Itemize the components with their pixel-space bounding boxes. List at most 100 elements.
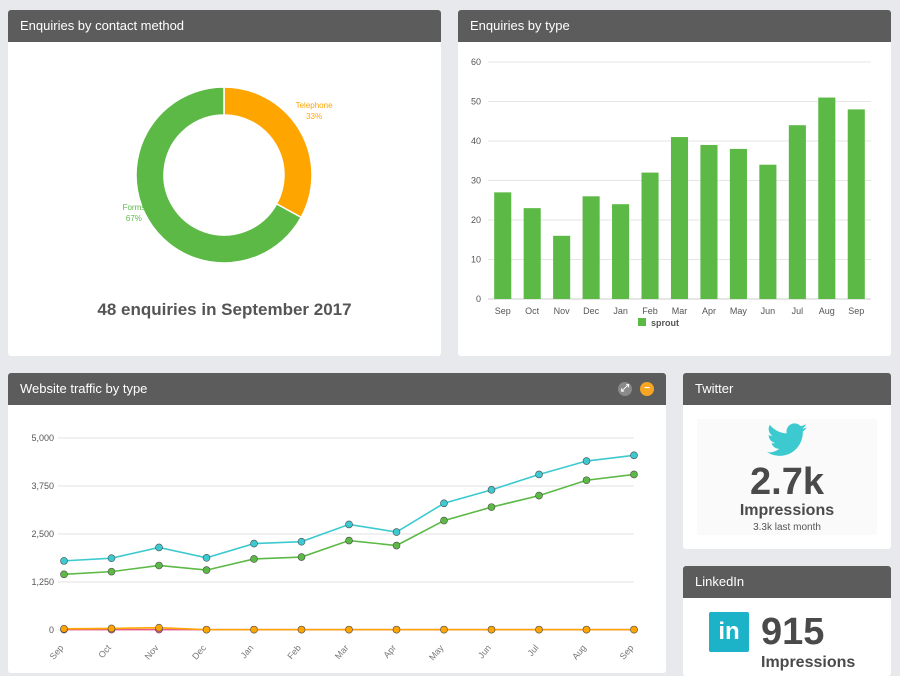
line-y-tick-label: 5,000 (31, 433, 54, 443)
line-point[interactable] (250, 625, 258, 634)
line-point[interactable] (297, 553, 306, 561)
twitter-panel: Twitter 2.7k Impressions 3.3k last month (683, 373, 891, 549)
line-point[interactable] (297, 537, 306, 546)
donut-label-telephone: Telephone (296, 101, 333, 110)
line-y-tick-label: 1,250 (31, 577, 54, 587)
line-point[interactable] (487, 486, 496, 494)
line-point[interactable] (202, 554, 211, 562)
bar-3[interactable] (582, 196, 600, 299)
line-x-tick-label: Jul (525, 643, 540, 658)
line-point[interactable] (582, 625, 591, 634)
donut-percent-forms: 67% (126, 214, 142, 223)
bar-y-tick-label: 30 (471, 176, 481, 186)
bar-10[interactable] (788, 125, 806, 299)
line-point[interactable] (345, 536, 353, 545)
line-point[interactable] (535, 625, 543, 634)
line-point[interactable] (392, 528, 401, 536)
line-point[interactable] (440, 499, 448, 508)
line-point[interactable] (487, 503, 496, 511)
website-traffic-panel-header: Website traffic by type ⤢ − (8, 373, 666, 405)
line-point[interactable] (107, 554, 116, 562)
bar-x-tick-label: Mar (672, 306, 688, 316)
bar-6[interactable] (670, 137, 689, 299)
contact-method-panel-body: Telephone 33% Forms 67% 48 enquiries in Sep… (8, 42, 441, 356)
minimize-icon[interactable]: − (640, 382, 654, 396)
line-point[interactable] (582, 476, 591, 485)
line-x-tick-label: Sep (48, 643, 66, 662)
line-point[interactable] (60, 625, 68, 633)
line-point[interactable] (155, 543, 163, 552)
line-point[interactable] (155, 561, 163, 570)
line-point[interactable] (60, 570, 68, 579)
linkedin-impressions-value: 915 (761, 611, 825, 653)
bar-11[interactable] (818, 97, 836, 299)
line-point[interactable] (155, 623, 163, 632)
line-point[interactable] (535, 491, 543, 500)
line-chart: 0 1,250 2,500 3,750 5,000 Sep Oct Nov Dec Jan Feb M… (31, 433, 638, 662)
twitter-bird-icon (697, 423, 877, 462)
line-point[interactable] (60, 557, 68, 565)
line-point[interactable] (630, 470, 638, 479)
donut-chart: Telephone 33% Forms 67% (123, 86, 333, 264)
line-point[interactable] (107, 567, 116, 576)
bar-x-tick-label: Jan (613, 306, 628, 316)
twitter-last-month: 3.3k last month (753, 522, 821, 533)
line-point[interactable] (250, 539, 258, 548)
bar-y-tick-label: 20 (471, 215, 481, 225)
line-x-tick-label: Jun (476, 643, 493, 661)
bar-4[interactable] (612, 204, 630, 299)
bar-9[interactable] (759, 164, 777, 299)
bar-7[interactable] (700, 144, 718, 299)
line-point[interactable] (250, 555, 258, 563)
bar-12[interactable] (847, 109, 865, 300)
line-x-tick-label: Jan (239, 643, 256, 661)
linkedin-panel-title: LinkedIn (683, 566, 891, 598)
line-point[interactable] (345, 625, 353, 634)
bar-2[interactable] (553, 235, 571, 299)
bar-x-tick-label: Sep (495, 306, 511, 316)
line-x-tick-label: Feb (285, 643, 303, 661)
bar-5[interactable] (641, 172, 659, 299)
donut-slice-forms[interactable] (135, 86, 303, 264)
line-point[interactable] (107, 624, 116, 633)
line-point[interactable] (202, 625, 211, 634)
linkedin-panel-body: in 915 Impressions (683, 598, 891, 676)
bar-y-tick-label: 10 (471, 255, 481, 265)
enquiries-summary: 48 enquiries in September 2017 (97, 300, 352, 319)
line-x-tick-label: May (427, 642, 446, 662)
line-point[interactable] (440, 516, 448, 525)
line-x-tick-label: Oct (96, 642, 113, 660)
line-point[interactable] (535, 470, 543, 479)
bar-y-tick-label: 40 (471, 136, 481, 146)
bar-8[interactable] (729, 148, 747, 299)
website-traffic-panel-title: Website traffic by type (20, 381, 148, 396)
line-point[interactable] (297, 625, 306, 634)
line-point[interactable] (582, 457, 591, 465)
legend-swatch-sprout (638, 318, 646, 326)
line-point[interactable] (345, 520, 353, 529)
bar-0[interactable] (494, 192, 512, 299)
linkedin-impressions-label: Impressions (761, 654, 856, 671)
line-point[interactable] (392, 625, 401, 634)
line-x-tick-label: Sep (618, 643, 636, 662)
line-y-tick-label: 3,750 (31, 481, 54, 491)
bar-chart: 0 10 20 30 40 50 60 Sep Oct Nov Dec Jan Feb Mar Apr May… (471, 57, 871, 328)
bar-1[interactable] (523, 208, 541, 299)
line-point[interactable] (202, 566, 211, 574)
panel-controls: ⤢ − (618, 382, 654, 396)
line-x-tick-label: Dec (190, 642, 208, 661)
expand-icon[interactable]: ⤢ (618, 382, 632, 396)
legend-label-sprout[interactable]: sprout (651, 318, 679, 328)
line-point[interactable] (392, 541, 401, 550)
bar-x-tick-label: Feb (642, 306, 658, 316)
line-point[interactable] (630, 625, 638, 634)
line-x-tick-label: Mar (333, 643, 351, 661)
line-point[interactable] (440, 625, 448, 634)
bar-x-tick-label: Oct (525, 306, 540, 316)
bar-x-tick-label: Jul (792, 306, 804, 316)
website-traffic-panel-body: 0 1,250 2,500 3,750 5,000 Sep Oct Nov Dec Jan Feb M… (8, 405, 666, 673)
line-point[interactable] (487, 625, 496, 634)
donut-label-forms: Forms (123, 203, 146, 212)
line-x-tick-label: Nov (143, 642, 161, 661)
line-point[interactable] (630, 451, 638, 460)
